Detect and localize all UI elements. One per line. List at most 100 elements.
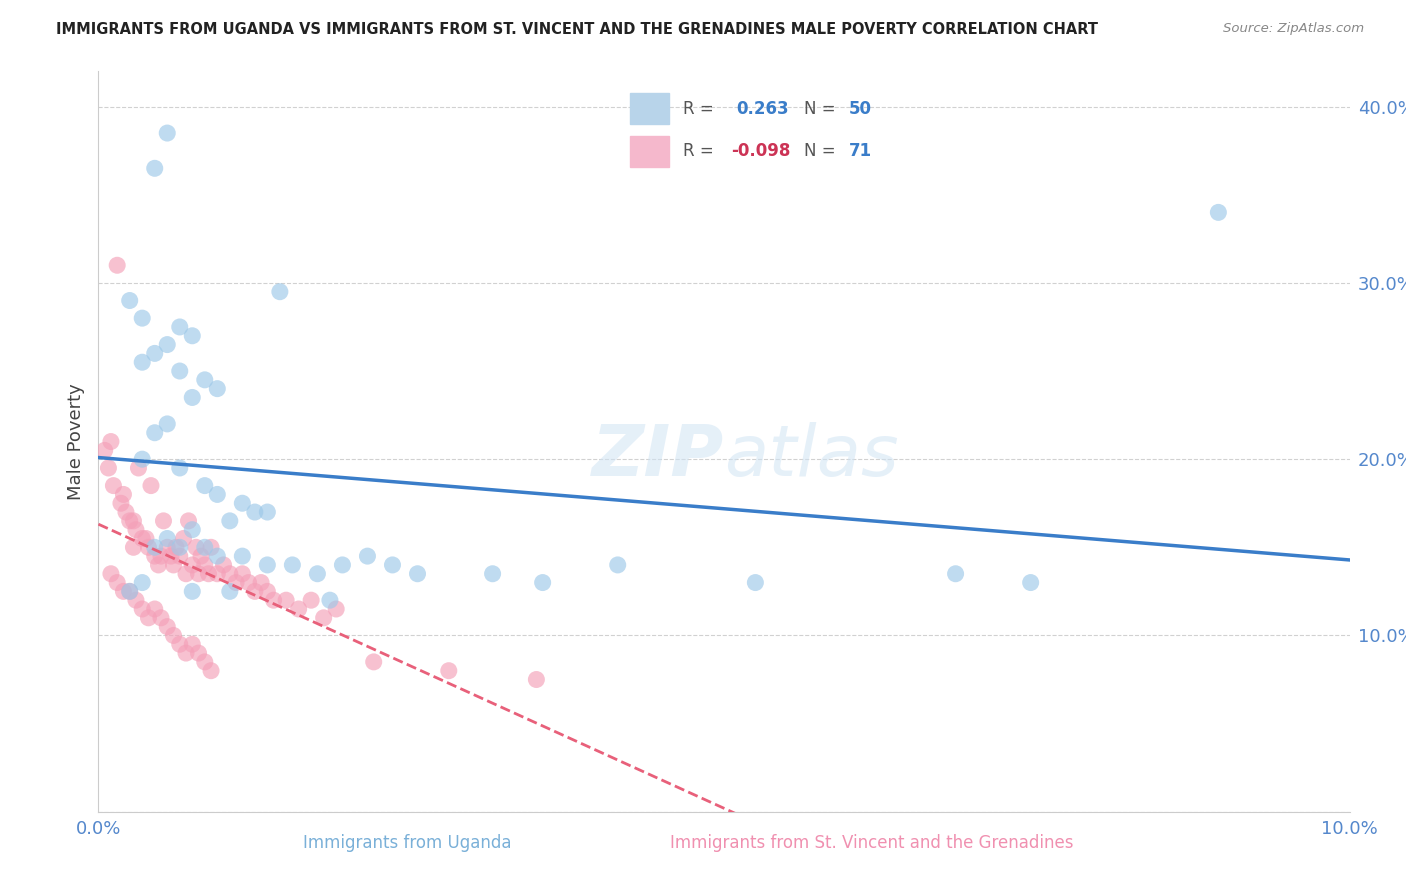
Point [218,514,240,528]
Point [131,602,153,616]
Text: N =: N = [804,142,835,161]
Point [143,549,166,563]
Point [100,566,122,581]
Text: IMMIGRANTS FROM UGANDA VS IMMIGRANTS FROM ST. VINCENT AND THE GRENADINES MALE PO: IMMIGRANTS FROM UGANDA VS IMMIGRANTS FRO… [56,22,1098,37]
Point [169,549,191,563]
Point [526,673,548,687]
Text: R =: R = [683,100,714,118]
Point [363,655,385,669]
Point [122,541,145,555]
Point [256,558,278,572]
Text: Immigrants from St. Vincent and the Grenadines: Immigrants from St. Vincent and the Gren… [671,834,1073,852]
Point [100,434,122,449]
Point [238,575,260,590]
Point [103,478,125,492]
Point [138,541,160,555]
Point [181,328,204,343]
Text: N =: N = [804,100,835,118]
Point [138,611,160,625]
Text: Source: ZipAtlas.com: Source: ZipAtlas.com [1223,22,1364,36]
Point [162,628,184,642]
Point [174,646,197,660]
Point [945,566,967,581]
Point [319,593,342,607]
Point [143,346,166,360]
Point [93,443,115,458]
Point [187,566,209,581]
Text: 0.263: 0.263 [737,100,789,118]
Point [127,461,149,475]
Point [150,611,173,625]
Point [110,496,132,510]
Point [744,575,766,590]
Point [122,514,145,528]
Point [125,523,148,537]
Text: 71: 71 [849,142,872,161]
Point [218,566,240,581]
Point [190,549,212,563]
Point [169,461,191,475]
Point [135,532,157,546]
Point [207,487,229,501]
Point [263,593,285,607]
Point [256,584,278,599]
Point [481,566,503,581]
Point [160,549,183,563]
Text: -0.098: -0.098 [731,142,790,161]
Point [243,505,266,519]
Point [218,584,240,599]
Point [169,320,191,334]
Point [143,425,166,440]
Point [143,541,166,555]
Point [131,452,153,467]
Point [437,664,460,678]
Point [150,549,173,563]
Point [200,664,222,678]
Point [356,549,378,563]
Point [1208,205,1230,219]
Point [181,391,204,405]
Point [156,620,179,634]
Point [143,602,166,616]
Point [131,532,153,546]
Point [194,478,217,492]
Point [118,584,141,599]
Point [243,584,266,599]
Text: atlas: atlas [724,422,898,491]
Point [312,611,335,625]
Point [162,558,184,572]
Point [274,593,298,607]
Point [118,584,141,599]
Point [200,541,222,555]
Point [125,593,148,607]
Point [112,487,135,501]
Point [143,161,166,176]
Text: ZIP: ZIP [592,422,724,491]
Point [174,566,197,581]
Bar [630,136,669,167]
Point [181,523,204,537]
Point [181,558,204,572]
Y-axis label: Male Poverty: Male Poverty [66,384,84,500]
Point [207,382,229,396]
Point [194,655,217,669]
Point [156,126,179,140]
Point [105,258,128,272]
Point [184,541,207,555]
Point [381,558,404,572]
Text: R =: R = [683,142,714,161]
Point [207,549,229,563]
Point [169,364,191,378]
Point [115,505,138,519]
Point [131,575,153,590]
Point [97,461,120,475]
Point [118,514,141,528]
Point [281,558,304,572]
Point [169,541,191,555]
Point [131,311,153,326]
Point [406,566,429,581]
Bar [630,93,669,124]
Point [231,496,253,510]
Point [156,541,179,555]
Point [231,549,253,563]
